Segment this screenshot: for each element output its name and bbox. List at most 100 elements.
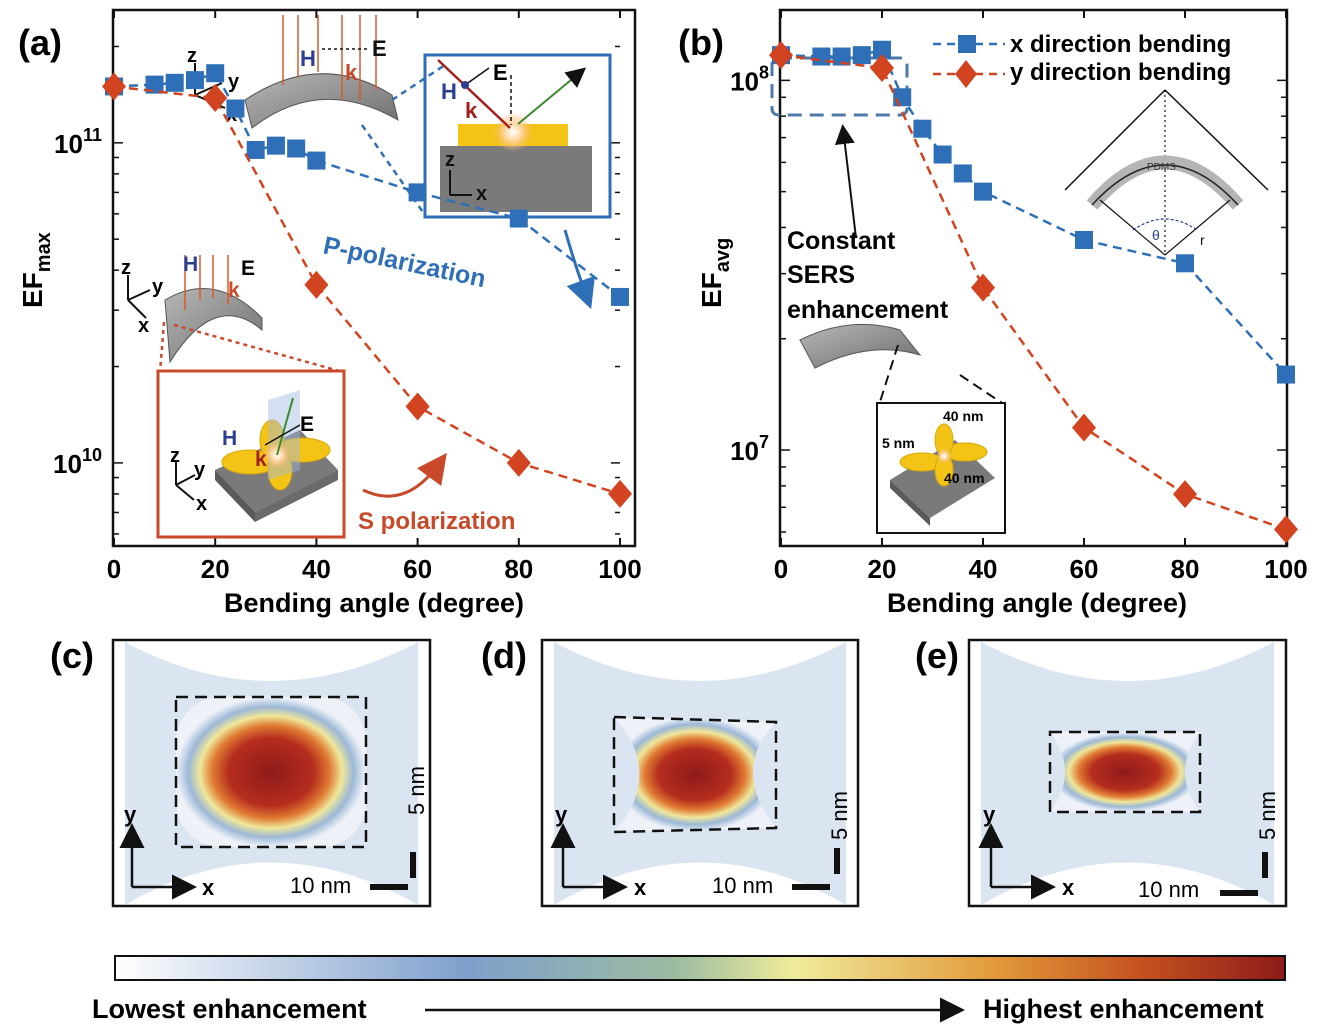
panel-label-b: (b) xyxy=(678,22,724,63)
data-point-square-b xyxy=(893,88,912,107)
y-tick-label-b: 107 xyxy=(730,432,769,466)
svg-text:E: E xyxy=(493,60,508,85)
panel-label-e: (e) xyxy=(915,635,959,676)
svg-text:z: z xyxy=(187,45,197,67)
colorbar-low-label: Lowest enhancement xyxy=(92,994,367,1024)
colorbar: Lowest enhancement Highest enhancement xyxy=(92,955,1286,1024)
data-point-square-b xyxy=(913,119,932,138)
inset-left-sheet-a: H E k z y x xyxy=(121,253,263,364)
x-axis-label-b: Bending angle (degree) xyxy=(887,588,1187,618)
geometry-diagram-b: PDMS θ r xyxy=(1064,89,1269,256)
data-point-diamond-b xyxy=(971,273,995,302)
y-axis-label-b: EFavg xyxy=(696,238,734,308)
x-tick-label-a: 100 xyxy=(598,554,641,584)
legend-marker-diamond-icon xyxy=(955,60,977,88)
svg-text:40 nm: 40 nm xyxy=(943,408,983,424)
heatmap-c: (c) y x 10 nm 5 nm xyxy=(50,635,432,908)
svg-text:H: H xyxy=(222,427,237,450)
svg-text:z: z xyxy=(445,149,455,171)
x-tick-label-a: 0 xyxy=(107,554,121,584)
data-point-diamond-a xyxy=(203,84,228,113)
svg-text:E: E xyxy=(300,413,314,436)
inset-top-sheet-a: H E k z y x xyxy=(187,15,399,129)
x-tick-label-a: 40 xyxy=(302,554,331,584)
x-axis-label-a: Bending angle (degree) xyxy=(224,588,524,618)
constant-region-box xyxy=(770,56,909,117)
ticks-a: 0 20 40 60 80 100 1011 1010 xyxy=(53,10,642,584)
plot-frame-a xyxy=(111,8,637,548)
y-tick-label-b: 108 xyxy=(730,62,769,96)
data-point-square-a xyxy=(206,64,225,83)
gap-box-c xyxy=(174,695,368,849)
x-tick-label-b: 80 xyxy=(1171,554,1200,584)
panel-label-c: (c) xyxy=(50,635,94,676)
x-tick-label-b: 100 xyxy=(1264,554,1307,584)
scale-x-d: 10 nm xyxy=(712,873,773,898)
series-line-a-1 xyxy=(113,85,621,496)
svg-text:H: H xyxy=(441,79,457,104)
svg-text:k: k xyxy=(228,279,240,302)
y-axis-label-a: EFmax xyxy=(17,232,55,308)
svg-text:k: k xyxy=(465,98,478,123)
x-tick-label-b: 0 xyxy=(774,554,788,584)
scale-y-d: 5 nm xyxy=(827,791,852,840)
data-point-square-a xyxy=(287,139,306,158)
data-point-diamond-a xyxy=(304,270,329,299)
data-point-square-b xyxy=(933,145,952,164)
inset-p-polarization-a: E H k z x xyxy=(423,53,612,219)
series-b xyxy=(769,40,1298,544)
x-tick-label-a: 80 xyxy=(504,554,533,584)
data-point-diamond-b xyxy=(1274,515,1298,544)
inset-s-polarization-a: H E k z y x xyxy=(156,369,346,539)
data-point-square-b xyxy=(1176,254,1194,273)
chart-b: (b) EFavg Bending angle (degree) 0 20 40 60… xyxy=(678,8,1308,618)
svg-text:y: y xyxy=(555,802,568,827)
chart-a: (a) EFmax Bending angle (degree) 0 20 40 60… xyxy=(17,8,642,618)
data-point-square-a xyxy=(307,151,326,170)
data-point-square-a xyxy=(145,75,164,94)
svg-text:x: x xyxy=(476,183,487,205)
svg-text:x: x xyxy=(1062,875,1075,900)
svg-text:x: x xyxy=(634,875,647,900)
legend-b: x direction bending y direction bending xyxy=(933,31,1231,88)
legend-marker-square-icon xyxy=(958,35,976,53)
data-point-square-a xyxy=(165,73,184,92)
y-tick-label-a: 1010 xyxy=(53,445,102,479)
svg-text:k: k xyxy=(345,60,358,85)
p-arrow-icon xyxy=(563,229,595,310)
scale-y-e: 5 nm xyxy=(1255,791,1280,840)
plot-frame-b xyxy=(778,8,1289,548)
svg-text:z: z xyxy=(121,257,131,279)
data-point-diamond-a xyxy=(506,448,531,477)
data-point-square-b xyxy=(832,47,851,66)
gap-box-e xyxy=(1048,730,1202,814)
legend-y-direction: y direction bending xyxy=(1010,59,1231,86)
heatmap-d: (d) y x 10 nm 5 nm xyxy=(481,635,860,908)
legend-x-direction: x direction bending xyxy=(1010,31,1231,58)
data-point-square-b xyxy=(873,40,891,59)
svg-text:x: x xyxy=(202,875,215,900)
svg-text:y: y xyxy=(152,276,164,298)
svg-text:r: r xyxy=(1200,232,1205,248)
inset-p-leader-b xyxy=(360,124,427,216)
data-point-diamond-a xyxy=(405,392,430,421)
heatmap-e: (e) y x 10 nm 5 nm xyxy=(915,635,1288,908)
constant-note: Constant SERS enhancement xyxy=(787,227,949,324)
data-point-square-b xyxy=(1277,365,1295,384)
svg-text:k: k xyxy=(255,448,267,471)
scale-x-e: 10 nm xyxy=(1138,877,1199,902)
y-tick-label-a: 1011 xyxy=(54,125,102,159)
data-point-diamond-a xyxy=(102,72,126,101)
svg-text:E: E xyxy=(241,257,255,280)
svg-text:x: x xyxy=(138,315,149,337)
data-point-square-b xyxy=(812,47,831,66)
data-point-diamond-b xyxy=(769,41,793,70)
constant-arrow-icon xyxy=(834,124,857,239)
x-tick-label-b: 20 xyxy=(868,554,897,584)
svg-text:y: y xyxy=(983,802,996,827)
svg-text:PDMS: PDMS xyxy=(1147,162,1176,173)
svg-text:E: E xyxy=(372,36,387,61)
data-point-diamond-a xyxy=(608,479,632,508)
svg-text:y: y xyxy=(194,459,206,481)
